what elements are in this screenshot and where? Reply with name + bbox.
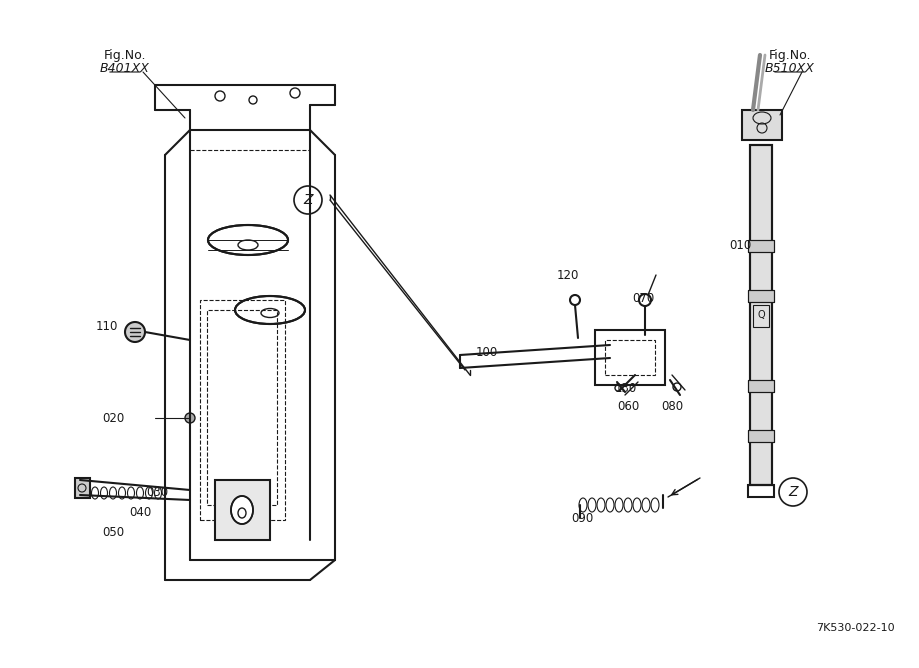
Text: 030: 030 [146,486,168,498]
Bar [752,305,768,327]
Text: Fig.No.: Fig.No. [768,49,811,61]
Text: 100: 100 [475,345,497,359]
Text: Z: Z [788,485,797,499]
Bar [749,145,771,485]
Text: 010: 010 [728,238,750,251]
Bar [605,340,654,375]
Bar [747,485,773,497]
Bar [747,380,773,392]
Text: 090: 090 [571,512,593,524]
Bar [747,290,773,302]
Text: 060: 060 [617,399,639,413]
Text: Fig.No.: Fig.No. [104,49,146,61]
Text: B510XX: B510XX [765,61,814,75]
Text: 020: 020 [102,411,124,424]
Bar [747,240,773,252]
Bar [742,110,781,140]
Ellipse shape [231,496,253,524]
Text: 120: 120 [556,269,579,281]
Bar [207,310,277,505]
Bar [215,480,269,540]
Text: 040: 040 [129,506,151,518]
Ellipse shape [208,225,288,255]
Text: Z: Z [303,193,312,207]
Bar [749,145,771,485]
Text: 130: 130 [614,381,637,395]
Ellipse shape [234,296,305,324]
Bar [747,290,773,302]
Text: 080: 080 [660,399,682,413]
Text: 070: 070 [631,291,653,305]
Bar [747,380,773,392]
Bar [595,330,664,385]
Circle shape [125,322,145,342]
Bar [199,300,285,520]
Text: B401XX: B401XX [100,61,150,75]
Text: 7K530-022-10: 7K530-022-10 [815,623,893,633]
Text: Q: Q [756,310,764,320]
Circle shape [185,413,195,423]
Bar [747,430,773,442]
Bar [747,430,773,442]
Bar [747,240,773,252]
Text: 050: 050 [102,526,124,540]
Text: 110: 110 [96,319,118,333]
Bar [75,478,90,498]
